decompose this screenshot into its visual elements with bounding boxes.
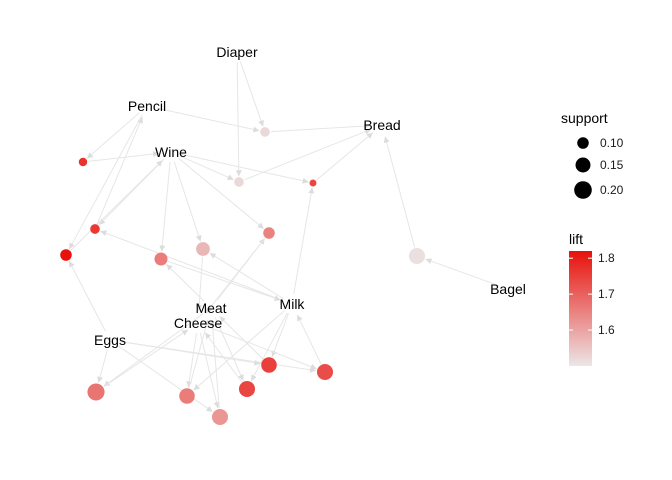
edge-r5-to-pencil xyxy=(96,116,143,224)
rule-node-r5 xyxy=(90,224,100,234)
support-legend-dot xyxy=(575,157,591,173)
support-legend-title: support xyxy=(561,110,608,126)
rule-node-r9 xyxy=(154,252,168,266)
edges-layer xyxy=(68,61,499,413)
rule-node-r13 xyxy=(211,408,229,426)
lift-tick-label: 1.8 xyxy=(598,251,615,265)
item-label-pencil: Pencil xyxy=(128,98,166,114)
rule-node-r4 xyxy=(309,179,317,187)
lift-legend: lift 1.8 1.7 1.6 xyxy=(569,231,615,366)
edge-diaper-to-r3 xyxy=(235,61,242,177)
edge-wine-to-r7 xyxy=(178,157,265,230)
rule-node-r1 xyxy=(260,127,270,137)
edge-milk-to-r12 xyxy=(193,310,285,391)
edge-milk-to-r4 xyxy=(293,187,315,295)
item-label-bagel: Bagel xyxy=(490,281,526,297)
edge-cheese-to-r13 xyxy=(199,332,220,409)
edge-meat-to-r14 xyxy=(214,316,244,381)
edge-bagel-to-r10 xyxy=(425,258,499,287)
edge-eggs-to-r13 xyxy=(117,345,213,413)
rule-node-r10 xyxy=(408,247,426,265)
edge-pencil-to-r2 xyxy=(86,112,140,159)
edge-diaper-to-r1 xyxy=(239,61,264,127)
lift-colorbar xyxy=(569,251,592,366)
edge-r2-to-wine xyxy=(88,151,160,162)
edge-r16-to-milk xyxy=(296,314,322,365)
lift-legend-title: lift xyxy=(569,231,583,247)
edge-r15-to-meat xyxy=(219,316,264,360)
edge-eggs-to-r11 xyxy=(97,349,108,383)
edge-milk-to-r5 xyxy=(100,230,283,301)
item-label-wine: Wine xyxy=(155,144,187,160)
rule-node-r14 xyxy=(238,380,256,398)
edge-milk-to-r15 xyxy=(271,313,289,357)
item-label-meat: Meat xyxy=(195,300,226,316)
edge-cheese-to-r12 xyxy=(186,332,198,388)
support-legend-label: 0.10 xyxy=(600,136,624,150)
edge-meat-to-r11 xyxy=(103,313,204,387)
edge-wine-to-r8 xyxy=(173,161,202,242)
rule-node-r6 xyxy=(60,249,72,261)
support-legend-label: 0.15 xyxy=(600,158,624,172)
edge-r7-to-cheese xyxy=(205,237,266,314)
edge-r4-to-bread xyxy=(316,132,374,181)
item-label-bread: Bread xyxy=(363,117,400,133)
edge-milk-to-r8 xyxy=(209,252,284,300)
support-legend: support 0.10 0.15 0.20 xyxy=(561,110,624,199)
rule-node-r2 xyxy=(78,157,88,167)
rule-nodes-layer xyxy=(60,127,426,426)
edge-r8-to-cheese xyxy=(196,256,203,312)
edge-r3-to-bread xyxy=(244,128,372,181)
edge-r9-to-milk xyxy=(167,260,281,301)
rule-node-r11 xyxy=(87,383,105,401)
support-legend-dot xyxy=(574,181,592,199)
edge-meat-to-r9 xyxy=(166,263,205,302)
support-legend-label: 0.20 xyxy=(600,183,624,197)
edge-milk-to-r14 xyxy=(250,312,288,382)
lift-tick-label: 1.6 xyxy=(598,323,615,337)
edge-r1-to-bread xyxy=(270,123,371,133)
edge-wine-to-r3 xyxy=(179,155,234,181)
edge-wine-to-r9 xyxy=(159,161,171,252)
edge-eggs-to-r16 xyxy=(119,340,317,373)
lift-tick-label: 1.7 xyxy=(598,287,615,301)
item-label-cheese: Cheese xyxy=(174,315,222,331)
edge-cheese-to-r16 xyxy=(207,326,317,370)
rule-node-r12 xyxy=(179,388,195,404)
edge-r11-to-cheese xyxy=(103,329,189,388)
item-label-milk: Milk xyxy=(280,296,306,312)
rule-node-r8 xyxy=(196,242,210,256)
item-label-eggs: Eggs xyxy=(94,332,126,348)
rule-node-r16 xyxy=(316,363,334,381)
item-label-diaper: Diaper xyxy=(216,44,258,60)
edge-pencil-to-r6 xyxy=(68,114,143,250)
edge-pencil-to-r1 xyxy=(156,107,260,133)
support-legend-dot xyxy=(577,137,589,149)
rule-node-r3 xyxy=(234,177,244,187)
edge-eggs-to-r6 xyxy=(68,260,106,332)
rule-node-r15 xyxy=(261,357,277,373)
edge-r10-to-bread xyxy=(383,136,416,248)
edge-r6-to-wine xyxy=(70,160,163,251)
legend: support 0.10 0.15 0.20 lift 1.8 1.7 1.6 xyxy=(561,110,624,366)
edge-r13-to-meat xyxy=(209,319,220,409)
edge-wine-to-r4 xyxy=(180,153,309,184)
rule-node-r7 xyxy=(263,227,275,239)
